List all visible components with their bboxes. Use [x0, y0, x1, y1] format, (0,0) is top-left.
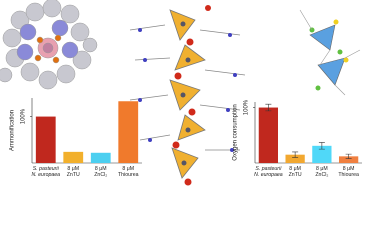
y-tick-label: 100% — [21, 108, 27, 124]
x-tick-label: S. pasteurii — [33, 166, 60, 172]
x-tick-label: 8 μM — [122, 166, 134, 172]
x-tick-label: 8 μM — [343, 166, 355, 172]
x-tick-label: N. europaea — [31, 172, 60, 178]
y-tick-label: 100% — [244, 99, 250, 115]
x-tick-label: ZnCl₂ — [94, 172, 107, 178]
x-tick-label: Thiourea — [338, 172, 359, 178]
y-axis-label: Ammonification — [10, 110, 16, 151]
polymer-chain — [129, 5, 246, 186]
bar — [118, 101, 139, 163]
bar — [312, 145, 332, 163]
x-tick-label: ZnTU — [67, 172, 80, 178]
y-axis-label: Oxygen consumption — [233, 104, 239, 160]
x-tick-label: 8 μM — [316, 166, 328, 172]
error-bar — [318, 142, 325, 150]
bar — [258, 107, 279, 163]
x-tick-label: 8 μM — [289, 166, 301, 172]
bar — [35, 116, 56, 163]
bar — [90, 152, 111, 163]
tetrahedra — [299, 9, 361, 96]
x-tick-label: S. pasteurii — [255, 166, 282, 172]
x-tick-label: 8 μM — [67, 166, 79, 172]
error-bar — [292, 151, 299, 158]
bar — [338, 156, 359, 163]
x-tick-label: N. europaea — [254, 172, 283, 178]
bar — [285, 154, 305, 163]
x-tick-label: Thiourea — [118, 172, 139, 178]
error-bar — [265, 103, 272, 112]
x-tick-label: 8 μM — [95, 166, 107, 172]
x-tick-label: ZnTU — [289, 172, 302, 178]
error-bar — [345, 153, 352, 159]
space-filling-model — [0, 0, 98, 90]
x-tick-label: ZnCl₂ — [315, 172, 328, 178]
bar — [63, 151, 84, 163]
